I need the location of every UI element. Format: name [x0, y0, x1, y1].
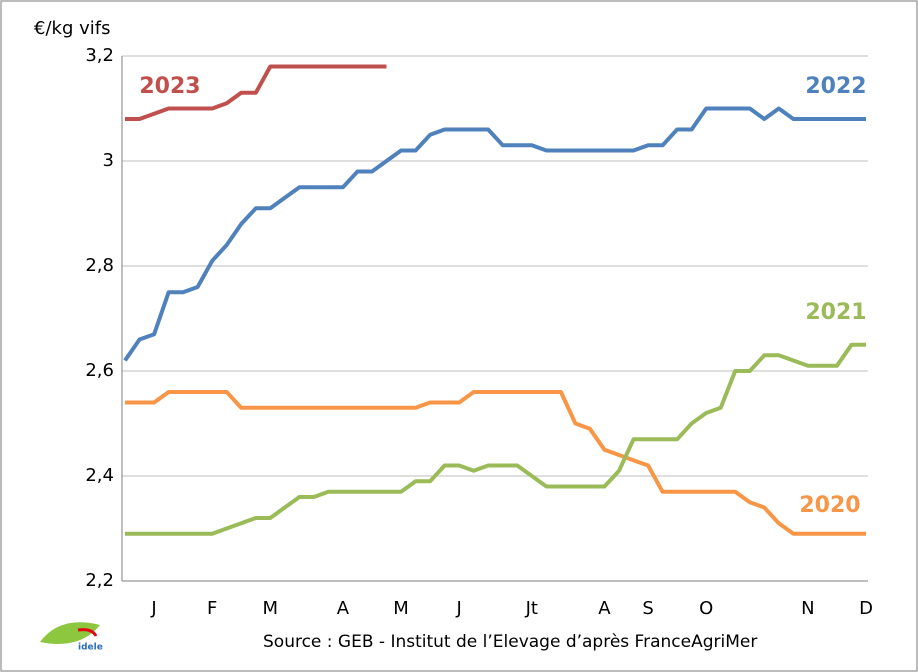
y-tick-label: 2,4 [85, 465, 114, 486]
y-tick-label: 3,2 [85, 45, 114, 66]
source: Source : GEB - Institut de l’Elevage d’a… [263, 632, 757, 652]
logo: idele [40, 622, 103, 653]
x-tick-label: A [337, 598, 350, 619]
x-tick-label: D [859, 598, 873, 619]
y-tick-label: 3 [103, 150, 114, 171]
logo-shape [40, 622, 100, 644]
x-tick-label: J [150, 598, 156, 619]
x-tick-label: M [263, 598, 279, 619]
series-line [123, 106, 866, 362]
logo-accent [77, 628, 98, 637]
y-tick-label: 2,6 [85, 360, 114, 381]
series-label: 2023 [139, 74, 200, 99]
x-tick-label: S [642, 598, 653, 619]
series-label: 2021 [805, 300, 866, 325]
y-tick-label: 2,2 [85, 570, 114, 591]
x-tick-label: N [801, 598, 814, 619]
series-label: 2020 [799, 493, 860, 518]
x-tick-label: Jt [525, 598, 538, 619]
x-tick-label: F [207, 598, 217, 619]
x-tick-label: A [598, 598, 611, 619]
x-tick-label: O [699, 598, 713, 619]
logo-text: idele [78, 643, 103, 653]
y-tick-label: 2,8 [85, 255, 114, 276]
x-tick-label: J [456, 598, 462, 619]
y-axis-title: €/kg vifs [34, 18, 110, 39]
series-line [125, 390, 866, 536]
series-line [125, 64, 387, 121]
series-line [125, 342, 866, 536]
x-tick-label: M [393, 598, 409, 619]
series-label: 2022 [805, 74, 866, 99]
